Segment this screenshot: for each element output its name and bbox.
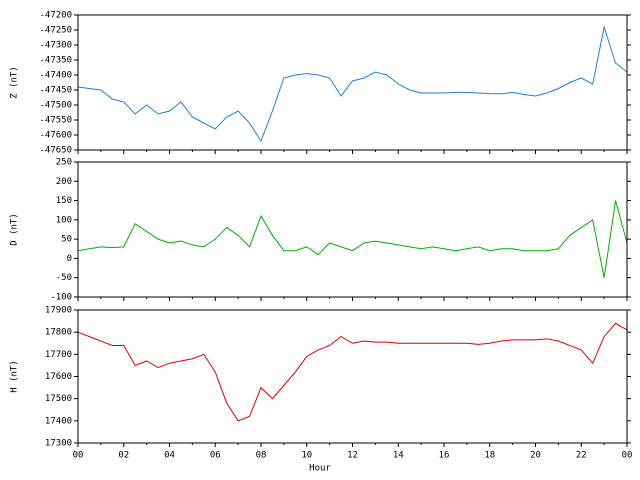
y-tick-label: 17500 — [45, 394, 72, 404]
x-tick-label: 18 — [484, 451, 495, 461]
y-tick-label: -47650 — [39, 146, 72, 156]
x-tick-label: 10 — [301, 451, 312, 461]
y-tick-label: 17300 — [45, 439, 72, 449]
y-tick-label: -47300 — [39, 41, 72, 51]
x-tick-label: 06 — [210, 451, 221, 461]
y-tick-label: 17400 — [45, 416, 72, 426]
x-tick-label: 20 — [530, 451, 541, 461]
x-tick-label: 16 — [439, 451, 450, 461]
y-tick-label: -47500 — [39, 101, 72, 111]
y-tick-label: -47550 — [39, 116, 72, 126]
y-tick-label: -47450 — [39, 86, 72, 96]
x-axis-label: Hour — [309, 464, 331, 474]
x-tick-label: 00 — [622, 451, 633, 461]
x-tick-label: 00 — [73, 451, 84, 461]
y-tick-label: -47200 — [39, 11, 72, 21]
y-tick-label: 17800 — [45, 328, 72, 338]
plot-frame — [77, 309, 628, 444]
plot-frame — [77, 14, 628, 151]
y-tick-label: -47400 — [39, 71, 72, 81]
data-line — [77, 200, 628, 278]
x-tick-label: 12 — [347, 451, 358, 461]
y-tick-label: -47600 — [39, 131, 72, 141]
y-tick-label: -47250 — [39, 26, 72, 36]
plot-frame — [77, 161, 628, 298]
y-tick-label: -100 — [50, 293, 72, 303]
data-line — [77, 322, 628, 422]
y-tick-label: 17700 — [45, 350, 72, 360]
y-tick-label: -47350 — [39, 56, 72, 66]
x-tick-label: 14 — [393, 451, 404, 461]
x-tick-label: 08 — [256, 451, 267, 461]
y-tick-label: 17600 — [45, 372, 72, 382]
data-line — [77, 25, 628, 143]
y-tick-label: -50 — [56, 273, 72, 283]
y-tick-label: 100 — [56, 215, 72, 225]
x-tick-label: 22 — [576, 451, 587, 461]
x-tick-label: 02 — [118, 451, 129, 461]
y-tick-label: 17900 — [45, 306, 72, 316]
y-tick-label: 150 — [56, 196, 72, 206]
y-axis-label: Z (nT) — [10, 66, 20, 99]
x-tick-label: 04 — [164, 451, 175, 461]
y-tick-label: 250 — [56, 158, 72, 168]
y-tick-label: 200 — [56, 177, 72, 187]
y-axis-label: D (nT) — [10, 213, 20, 246]
y-tick-label: 50 — [61, 235, 72, 245]
y-axis-label: H (nT) — [10, 360, 20, 393]
y-tick-label: 0 — [67, 254, 72, 264]
